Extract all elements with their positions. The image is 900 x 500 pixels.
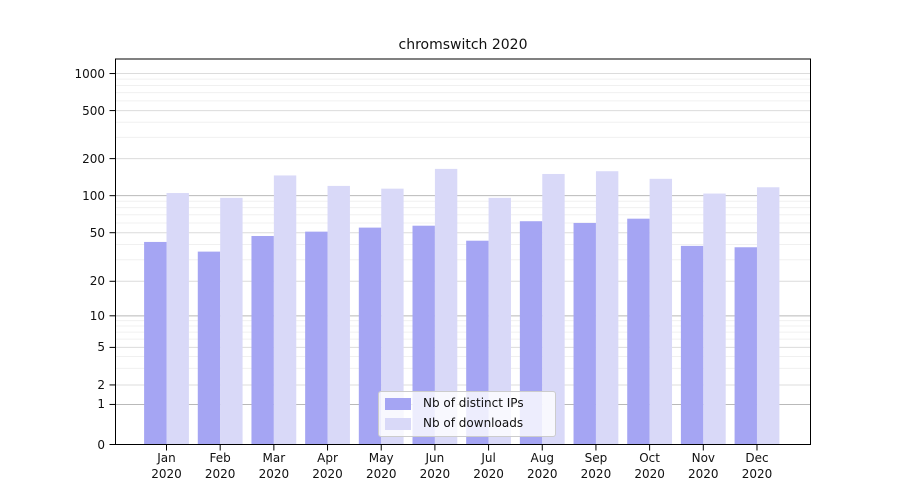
- x-tick-label-sep: Sep 2020: [580, 451, 612, 481]
- y-tick-label-1000: 1000: [74, 66, 105, 81]
- bar-distinct-ips-mar: [251, 235, 274, 445]
- y-tick-label-100: 100: [82, 188, 105, 203]
- legend-label-downloads: Nb of downloads: [423, 416, 524, 430]
- plot-border: [115, 58, 811, 445]
- x-tick-label-jun: Jun 2020: [419, 451, 451, 481]
- y-tick-label-2: 2: [97, 377, 105, 392]
- bar-distinct-ips-may: [358, 227, 382, 445]
- bar-downloads-oct: [649, 178, 673, 445]
- bar-distinct-ips-oct: [627, 218, 650, 445]
- bar-downloads-nov: [703, 193, 726, 445]
- bar-distinct-ips-sep: [573, 222, 596, 445]
- y-tick-label-50: 50: [89, 225, 105, 240]
- chart-title: chromswitch 2020: [398, 37, 528, 53]
- x-tick-label-oct: Oct 2020: [634, 451, 665, 481]
- bar-distinct-ips-nov: [680, 245, 704, 445]
- x-tick-label-may: May 2020: [365, 451, 397, 481]
- x-tick-label-nov: Nov 2020: [688, 451, 719, 481]
- legend-item-distinct-ips: Nb of distinct IPs: [385, 396, 545, 411]
- bar-distinct-ips-jan: [144, 241, 167, 445]
- x-tick-label-jan: Jan 2020: [151, 451, 182, 481]
- x-tick-label-feb: Feb 2020: [204, 451, 236, 481]
- y-tick-label-500: 500: [82, 103, 105, 118]
- legend-swatch-downloads-icon: [385, 417, 411, 430]
- bar-downloads-sep: [595, 171, 619, 445]
- legend: Nb of distinct IPs Nb of downloads: [378, 391, 556, 437]
- bar-distinct-ips-feb: [197, 251, 221, 445]
- bar-downloads-feb: [220, 197, 243, 445]
- bar-distinct-ips-aug: [519, 221, 543, 445]
- bar-downloads-apr: [327, 185, 350, 445]
- x-tick-label-aug: Aug 2020: [526, 451, 558, 481]
- y-tick-label-200: 200: [82, 151, 105, 166]
- bar-downloads-jul: [488, 197, 511, 445]
- bar-downloads-aug: [542, 173, 565, 445]
- x-tick-label-apr: Apr 2020: [312, 451, 343, 481]
- x-tick-label-mar: Mar 2020: [258, 451, 290, 481]
- y-tick-label-20: 20: [89, 274, 105, 289]
- legend-label-ips: Nb of distinct IPs: [423, 396, 524, 410]
- bar-downloads-dec: [756, 187, 780, 445]
- legend-item-downloads: Nb of downloads: [385, 416, 545, 431]
- x-tick-label-dec: Dec 2020: [741, 451, 773, 481]
- bar-distinct-ips-dec: [734, 247, 757, 445]
- bar-downloads-may: [381, 188, 404, 445]
- y-tick-label-0: 0: [97, 437, 105, 452]
- bar-distinct-ips-jun: [412, 225, 435, 445]
- legend-swatch-ips-icon: [385, 397, 411, 410]
- y-tick-label-5: 5: [97, 340, 105, 355]
- bar-downloads-mar: [273, 175, 297, 445]
- x-tick-label-jul: Jul 2020: [473, 451, 504, 481]
- bar-downloads-jun: [434, 168, 458, 445]
- bar-downloads-jan: [166, 193, 189, 445]
- y-tick-label-10: 10: [89, 308, 105, 323]
- y-tick-label-1: 1: [97, 397, 105, 412]
- bar-distinct-ips-apr: [305, 231, 328, 445]
